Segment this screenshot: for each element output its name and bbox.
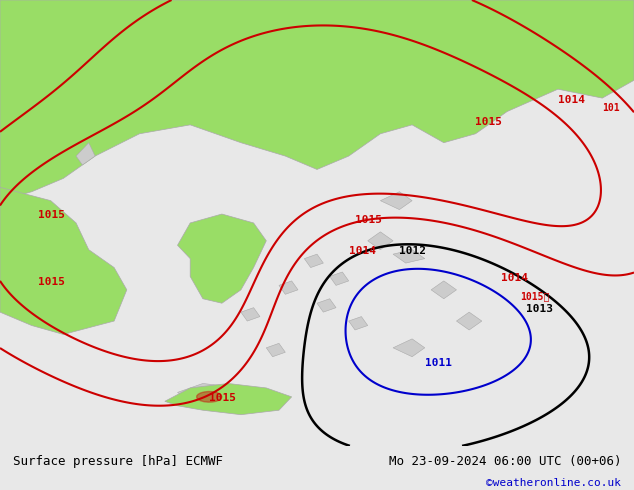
Polygon shape xyxy=(178,384,266,410)
Polygon shape xyxy=(431,281,456,299)
Text: 1012: 1012 xyxy=(399,246,427,256)
Text: 1015: 1015 xyxy=(355,215,382,225)
Polygon shape xyxy=(330,272,349,285)
Text: Surface pressure [hPa] ECMWF: Surface pressure [hPa] ECMWF xyxy=(13,455,223,468)
Text: 1015②: 1015② xyxy=(520,291,549,301)
Text: 1013: 1013 xyxy=(526,304,553,314)
Polygon shape xyxy=(197,392,222,402)
Polygon shape xyxy=(165,384,292,415)
Text: 101: 101 xyxy=(602,103,620,114)
Text: 1015: 1015 xyxy=(476,117,503,127)
Polygon shape xyxy=(76,143,95,165)
Polygon shape xyxy=(279,281,298,294)
Text: 1014: 1014 xyxy=(501,273,528,283)
Polygon shape xyxy=(178,214,266,303)
Text: ©weatheronline.co.uk: ©weatheronline.co.uk xyxy=(486,478,621,489)
Text: 1015: 1015 xyxy=(209,393,236,403)
Polygon shape xyxy=(393,339,425,357)
Text: 1011: 1011 xyxy=(425,358,452,368)
Polygon shape xyxy=(368,232,393,250)
Text: 1015: 1015 xyxy=(38,277,65,287)
Text: 1014: 1014 xyxy=(558,95,585,104)
Polygon shape xyxy=(0,0,634,201)
Polygon shape xyxy=(266,343,285,357)
Polygon shape xyxy=(456,312,482,330)
Polygon shape xyxy=(380,192,412,210)
Polygon shape xyxy=(0,187,127,334)
Text: Mo 23-09-2024 06:00 UTC (00+06): Mo 23-09-2024 06:00 UTC (00+06) xyxy=(389,455,621,468)
Polygon shape xyxy=(317,299,336,312)
Text: 1015: 1015 xyxy=(38,211,65,220)
Polygon shape xyxy=(349,317,368,330)
Polygon shape xyxy=(393,250,425,263)
Polygon shape xyxy=(304,254,323,268)
Polygon shape xyxy=(241,308,260,321)
Text: 1014: 1014 xyxy=(349,246,376,256)
